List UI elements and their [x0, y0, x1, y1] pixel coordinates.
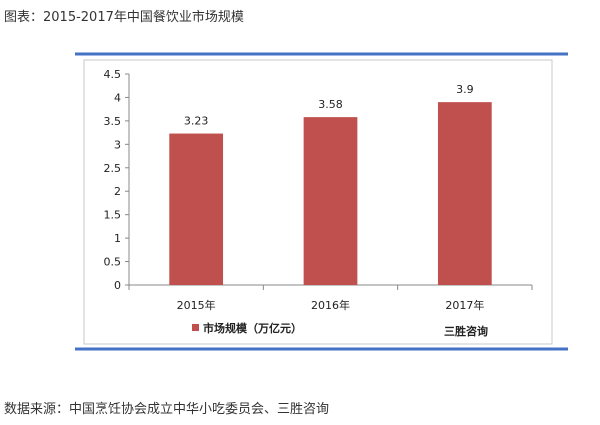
- y-tick-label: 1: [114, 232, 121, 245]
- y-tick-label: 4.5: [104, 68, 122, 81]
- x-tick-label: 2016年: [311, 298, 350, 312]
- y-tick-label: 3: [114, 138, 121, 151]
- bar-data-label: 3.23: [184, 115, 209, 128]
- bar-data-label: 3.9: [456, 83, 474, 96]
- bar: [303, 117, 358, 285]
- y-tick-label: 1.5: [104, 209, 122, 222]
- y-tick-label: 2.5: [104, 162, 122, 175]
- plot-frame: [83, 59, 553, 345]
- legend: 市场规模（万亿元）: [192, 321, 302, 335]
- y-tick-label: 3.5: [104, 115, 122, 128]
- bar-series: 3.23 3.58 3.9: [169, 83, 492, 285]
- x-tick-label: 2017年: [445, 298, 484, 312]
- y-tick-label: 0.5: [104, 256, 122, 269]
- x-tick-label: 2015年: [177, 298, 216, 312]
- y-tick-label: 2: [114, 185, 121, 198]
- y-tick-label: 4: [114, 91, 121, 104]
- x-axis: 2015年 2016年 2017年: [128, 284, 533, 312]
- legend-label: 市场规模（万亿元）: [203, 321, 302, 335]
- figure-caption: 图表：2015-2017年中国餐饮业市场规模: [4, 10, 244, 25]
- bar: [437, 102, 492, 285]
- source-note: 数据来源：中国烹饪协会成立中华小吃委员会、三胜咨询: [4, 402, 330, 417]
- watermark-brand: 三胜咨询: [444, 324, 488, 338]
- y-axis: 0 0.5 1 1.5 2 2.5 3 3.5 4 4.5: [104, 68, 130, 292]
- bar: [169, 133, 224, 285]
- legend-swatch: [192, 324, 199, 331]
- bar-data-label: 3.58: [318, 98, 343, 111]
- y-tick-label: 0: [114, 279, 121, 292]
